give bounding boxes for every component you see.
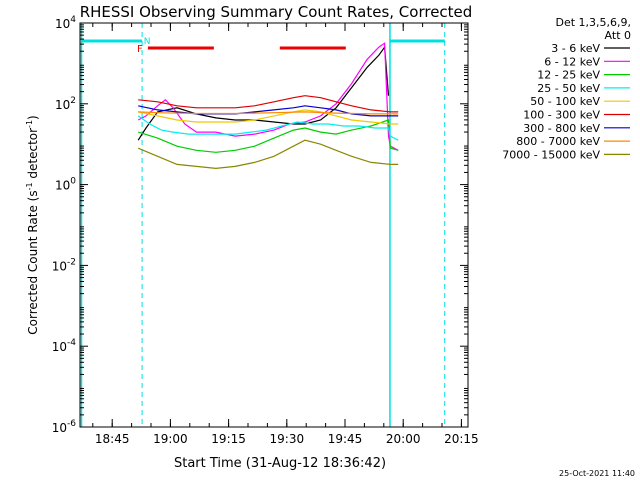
night-label: N bbox=[144, 37, 151, 47]
legend-label-6: 300 - 800 keV bbox=[523, 122, 600, 135]
series-line-5 bbox=[138, 95, 399, 113]
series-line-4 bbox=[138, 109, 399, 125]
series-line-8 bbox=[137, 139, 399, 170]
y-tick-label-3: 10-2 bbox=[52, 257, 76, 273]
series-line-7 bbox=[138, 111, 399, 115]
legend-label-8: 7000 - 15000 keV bbox=[502, 148, 600, 161]
y-tick-label-5: 10-6 bbox=[52, 419, 77, 435]
legend-label-0: 3 - 6 keV bbox=[551, 42, 600, 55]
x-tick-label-0: 18:45 bbox=[95, 432, 130, 446]
legend-label-5: 100 - 300 keV bbox=[523, 109, 600, 122]
legend-label-3: 25 - 50 keV bbox=[537, 82, 600, 95]
x-axis-label: Start Time (31-Aug-12 18:36:42) bbox=[174, 456, 386, 471]
footer-timestamp: 25-Oct-2021 11:40 bbox=[559, 469, 635, 478]
series-line-1 bbox=[137, 42, 399, 151]
x-tick-label-2: 19:15 bbox=[211, 432, 246, 446]
legend-label-7: 800 - 7000 keV bbox=[516, 135, 600, 148]
legend-label-1: 6 - 12 keV bbox=[544, 55, 600, 68]
flare-label: F bbox=[137, 44, 143, 55]
series-line-3 bbox=[137, 115, 399, 141]
x-tick-label-6: 20:15 bbox=[444, 432, 479, 446]
annotation-layer: FN bbox=[80, 23, 446, 427]
y-tick-label-1: 102 bbox=[55, 96, 76, 112]
x-tick-label-5: 20:00 bbox=[386, 432, 421, 446]
legend-header-1: Det 1,3,5,6,9, bbox=[555, 16, 631, 29]
x-tick-label-1: 19:00 bbox=[153, 432, 188, 446]
series-line-2 bbox=[138, 119, 399, 153]
legend-label-2: 12 - 25 keV bbox=[537, 69, 600, 82]
chart-title: RHESSI Observing Summary Count Rates, Co… bbox=[80, 3, 473, 21]
y-tick-label-2: 100 bbox=[55, 177, 76, 193]
series-layer bbox=[137, 42, 399, 170]
x-tick-label-4: 19:45 bbox=[328, 432, 363, 446]
legend-label-4: 50 - 100 keV bbox=[530, 95, 600, 108]
legend-header-2: Att 0 bbox=[605, 29, 631, 42]
y-tick-label-4: 10-4 bbox=[52, 338, 77, 354]
plot-frame bbox=[79, 22, 469, 428]
y-tick-label-0: 104 bbox=[55, 15, 76, 31]
y-axis: 104 102 100 10-2 10-4 10-6 bbox=[52, 15, 468, 435]
x-axis: 18:45 19:00 19:15 19:30 19:45 20:00 20:15 bbox=[92, 23, 479, 446]
x-tick-label-3: 19:30 bbox=[270, 432, 305, 446]
y-axis-label: Corrected Count Rate (s-1 detector-1) bbox=[25, 115, 40, 334]
